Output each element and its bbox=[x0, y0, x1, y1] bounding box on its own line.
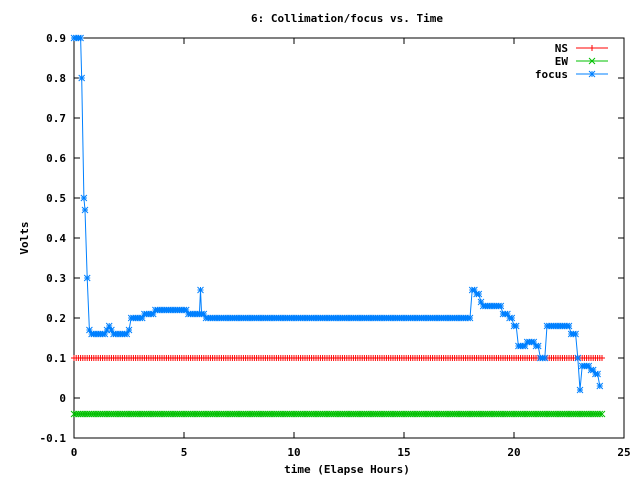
x-tick-label: 0 bbox=[71, 446, 78, 459]
data-point bbox=[508, 314, 516, 322]
x-tick-label: 25 bbox=[617, 446, 630, 459]
series-ns bbox=[71, 355, 605, 361]
legend-label: NS bbox=[555, 42, 568, 55]
x-tick-label: 10 bbox=[287, 446, 300, 459]
legend-item-ns: NS bbox=[555, 42, 608, 55]
y-tick-label: 0.9 bbox=[46, 32, 66, 45]
data-point bbox=[576, 386, 584, 394]
chart-title: 6: Collimation/focus vs. Time bbox=[251, 12, 443, 25]
x-axis-label: time (Elapse Hours) bbox=[284, 463, 410, 476]
x-tick-label: 15 bbox=[397, 446, 410, 459]
legend-label: focus bbox=[535, 68, 568, 81]
y-tick-label: 0.8 bbox=[46, 72, 66, 85]
y-tick-label: 0.5 bbox=[46, 192, 66, 205]
data-point bbox=[475, 290, 483, 298]
series-ew bbox=[70, 410, 606, 418]
data-point bbox=[572, 330, 579, 338]
data-point bbox=[77, 34, 84, 42]
legend-marker bbox=[589, 45, 595, 51]
series-focus bbox=[70, 34, 604, 394]
series-layer bbox=[70, 34, 606, 418]
data-point bbox=[197, 286, 204, 294]
legend-label: EW bbox=[555, 55, 569, 68]
y-tick-label: 0 bbox=[59, 392, 66, 405]
axis-ticks: -0.1 0 0.1 0.2 0.3 0.4 0.5 0.6 0.7 0.8 0.9 0 5 10 15 20… bbox=[40, 32, 631, 459]
legend-marker bbox=[588, 70, 596, 78]
x-tick-label: 20 bbox=[507, 446, 520, 459]
data-point bbox=[466, 314, 474, 322]
data-point bbox=[596, 382, 604, 390]
data-point bbox=[80, 194, 88, 202]
legend-item-ew: EW bbox=[555, 55, 608, 68]
y-tick-label: 0.1 bbox=[46, 352, 66, 365]
legend-marker bbox=[588, 57, 596, 65]
data-point bbox=[78, 74, 86, 82]
data-point bbox=[534, 342, 542, 350]
data-point bbox=[574, 354, 582, 362]
data-point bbox=[497, 302, 505, 310]
y-tick-label: 0.7 bbox=[46, 112, 66, 125]
data-point bbox=[594, 370, 601, 378]
data-point bbox=[599, 355, 605, 361]
data-point bbox=[565, 322, 573, 330]
x-tick-label: 5 bbox=[181, 446, 188, 459]
y-tick-label: -0.1 bbox=[40, 432, 67, 445]
legend-item-focus: focus bbox=[535, 68, 608, 81]
y-tick-label: 0.4 bbox=[46, 232, 66, 245]
data-point bbox=[596, 410, 604, 418]
data-point bbox=[598, 410, 606, 418]
y-tick-label: 0.6 bbox=[46, 152, 66, 165]
series-line bbox=[74, 37, 601, 391]
data-point bbox=[541, 354, 549, 362]
y-tick-label: 0.2 bbox=[46, 312, 66, 325]
y-tick-label: 0.3 bbox=[46, 272, 66, 285]
plot-frame bbox=[73, 37, 625, 439]
y-axis-label: Volts bbox=[18, 221, 31, 254]
data-point bbox=[125, 326, 133, 334]
data-point bbox=[512, 322, 520, 330]
data-point bbox=[83, 274, 91, 282]
data-point bbox=[81, 206, 89, 214]
